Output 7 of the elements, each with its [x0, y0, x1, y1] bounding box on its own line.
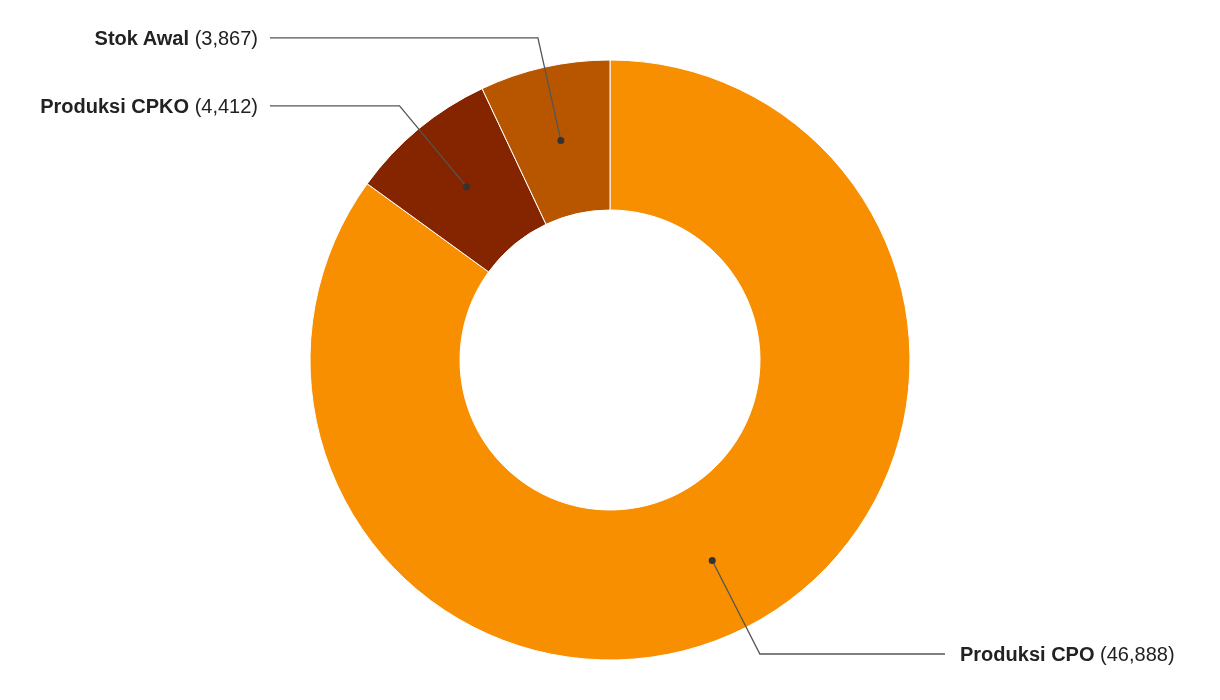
data-label: (3,867) — [194, 26, 258, 49]
slice-label: Stok Awal — [94, 26, 190, 49]
data-label: (4,412) — [194, 94, 258, 117]
slice-label: Produksi CPO — [960, 643, 1095, 665]
donut-slice — [309, 59, 911, 661]
data-label: (46,888) — [1100, 643, 1175, 665]
slice-label: Produksi CPKO — [40, 94, 190, 117]
